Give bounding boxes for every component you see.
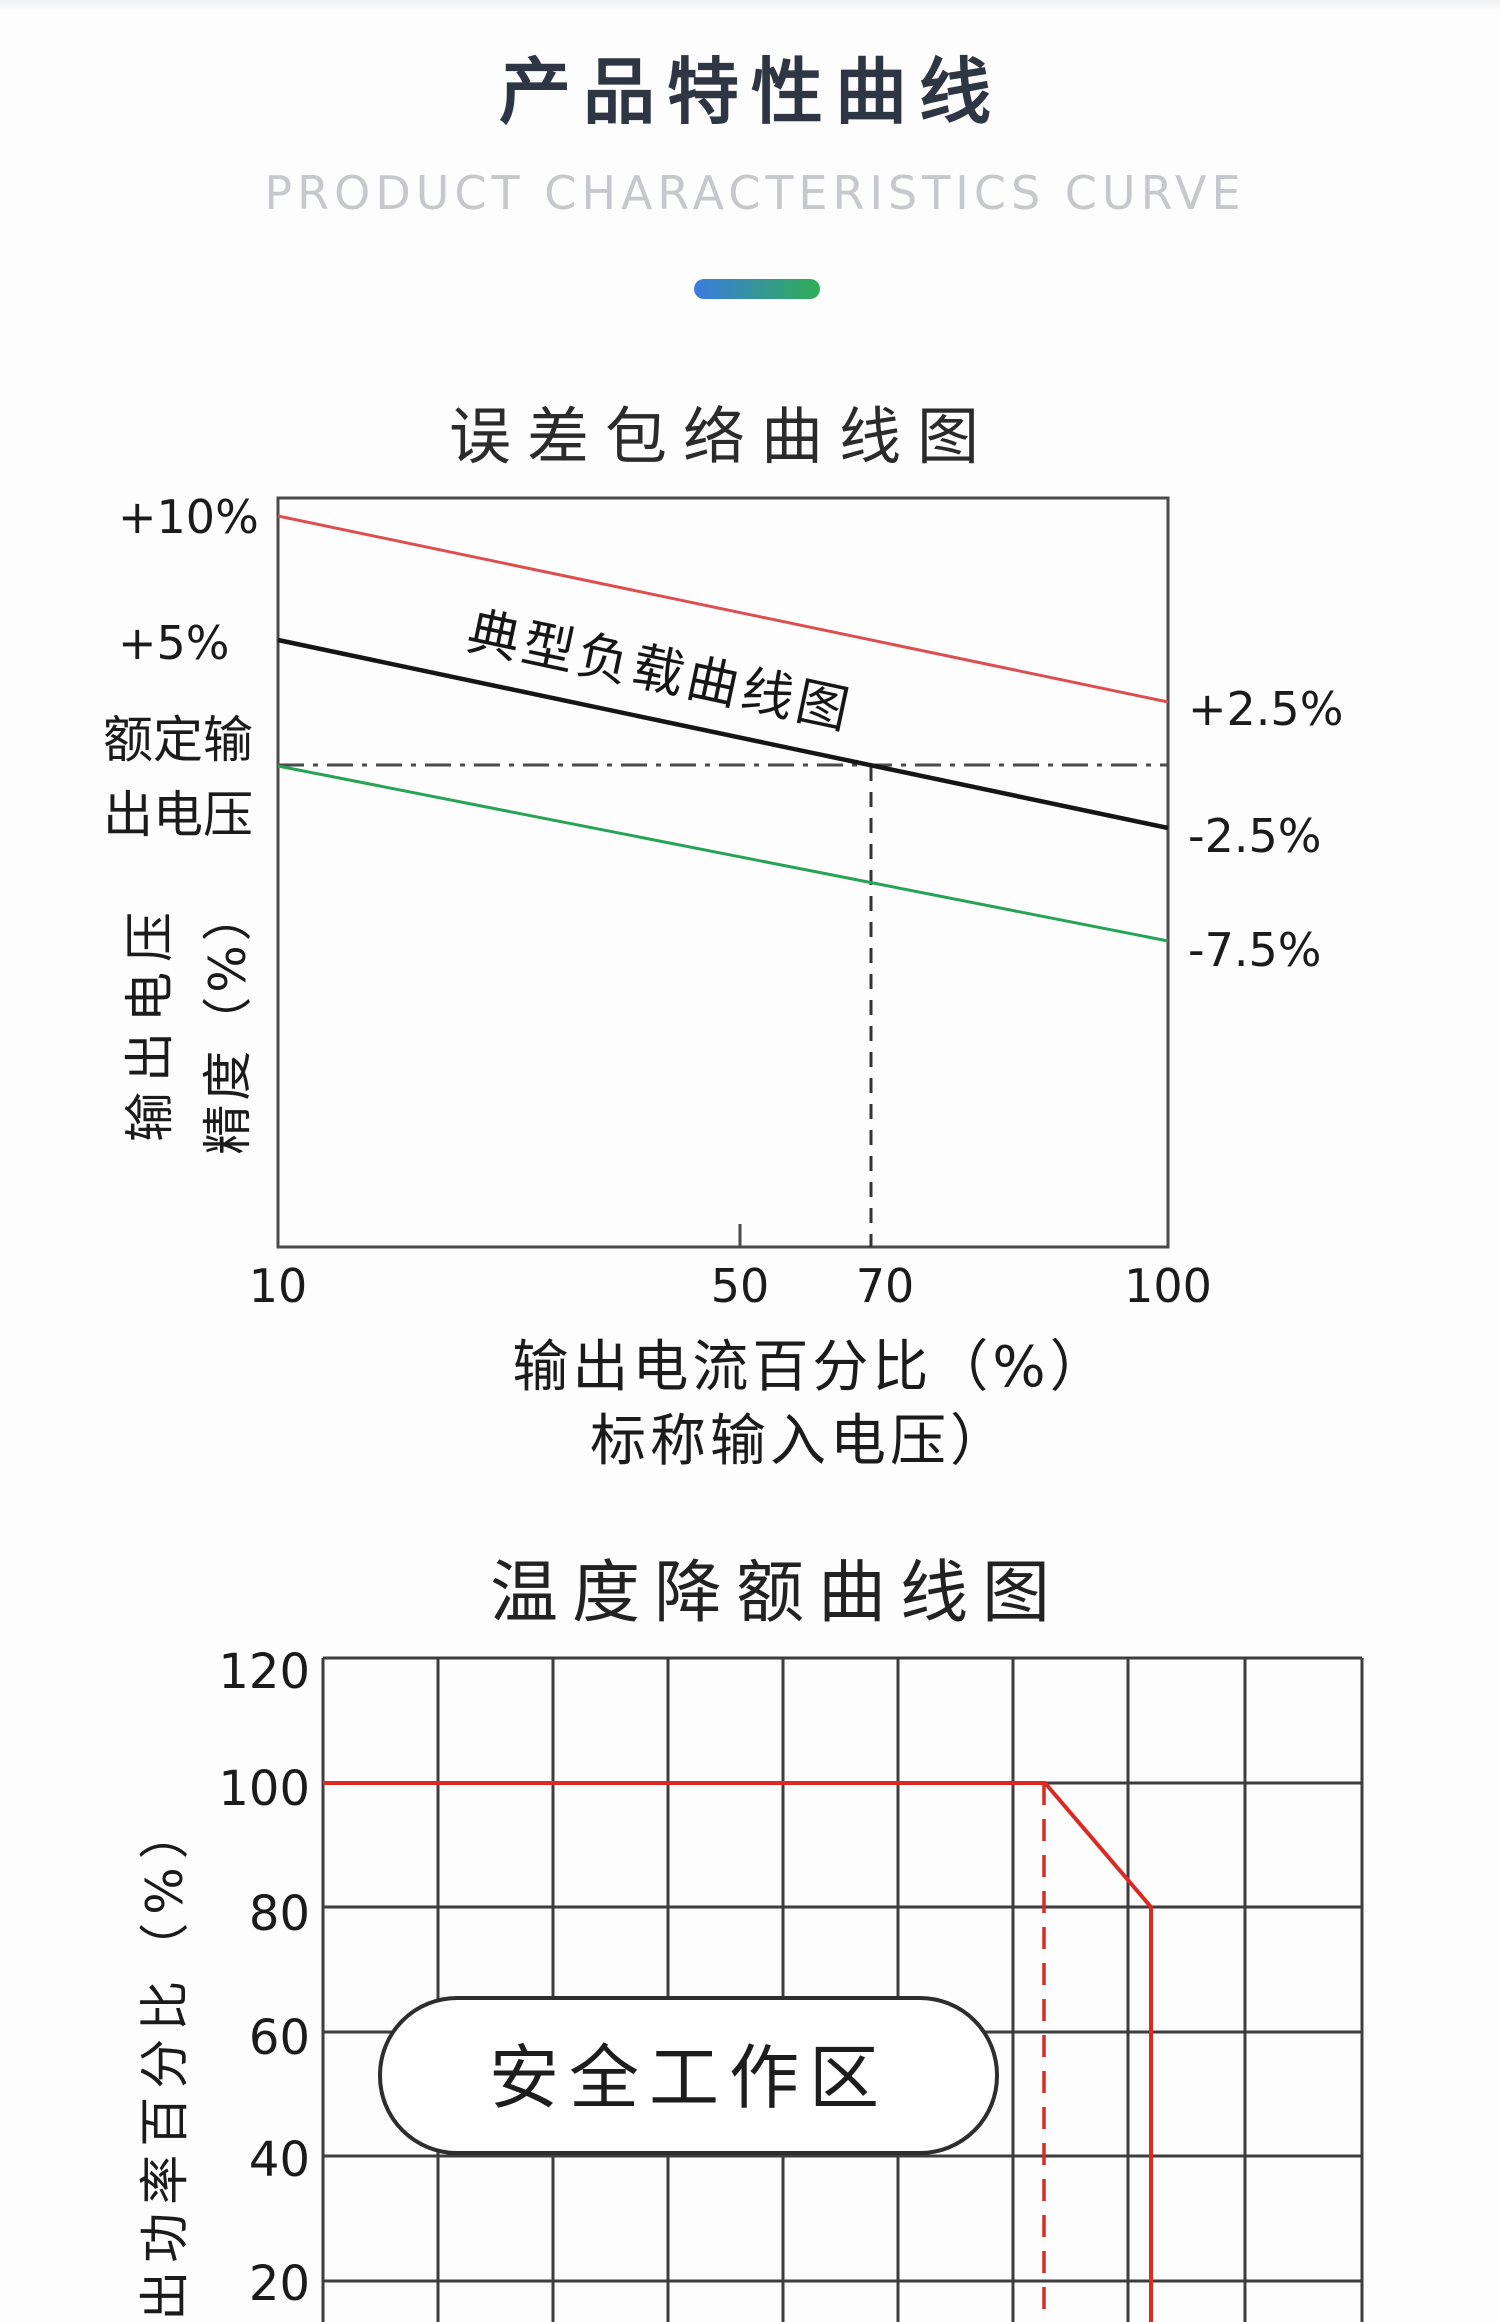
safe-area-box — [378, 1996, 999, 2155]
safe-area-label: 安全工作区 — [489, 2037, 889, 2119]
y-tick-40: 40 — [248, 2132, 310, 2188]
y-left-tick-plus5: +5% — [118, 616, 230, 670]
top-divider-strip — [0, 0, 1500, 10]
x-tick-70: 70 — [855, 1259, 915, 1313]
chart1-y-axis-label-line1: 输出电压 — [121, 902, 179, 1142]
y-right-tick-minus2.5: -2.5% — [1188, 809, 1322, 863]
chart1-x-axis-label-line2: 标称输入电压） — [590, 1409, 1010, 1474]
rated-voltage-label-line1: 额定输 — [103, 711, 253, 769]
rated-voltage-label-line2: 出电压 — [103, 786, 253, 844]
chart2-y-axis-label: 输出功率百分比（%） — [136, 1801, 194, 2322]
x-tick-100: 100 — [1124, 1259, 1212, 1313]
derating-curve-red-line — [323, 1781, 1153, 2322]
lower-envelope-green-line — [277, 764, 1169, 943]
y-tick-120: 120 — [218, 1644, 310, 1700]
error-envelope-plot — [276, 496, 1170, 1249]
plot-border — [276, 496, 1170, 1249]
chart1-title: 误差包络曲线图 — [448, 400, 996, 473]
y-tick-80: 80 — [248, 1886, 310, 1942]
y-tick-60: 60 — [248, 2010, 310, 2066]
upper-envelope-red-line — [277, 514, 1169, 704]
y-right-tick-plus2.5: +2.5% — [1188, 682, 1344, 736]
page-subtitle: PRODUCT CHARACTERISTICS CURVE — [264, 166, 1246, 220]
y-tick-20: 20 — [248, 2256, 310, 2312]
derating-grid — [321, 1656, 1364, 2322]
y-right-tick-minus7.5: -7.5% — [1188, 923, 1322, 977]
y-left-tick-plus10: +10% — [118, 490, 259, 544]
x-tick-50: 50 — [710, 1259, 770, 1313]
x-tick-10: 10 — [248, 1259, 308, 1313]
chart1-x-axis-label-line1: 输出电流百分比（%） — [512, 1335, 1110, 1400]
chart1-y-axis-label-line2: 精度（%） — [199, 887, 257, 1155]
gradient-divider — [694, 279, 820, 299]
typical-load-black-line — [277, 637, 1169, 831]
y-tick-100: 100 — [218, 1761, 310, 1817]
derating-plot — [321, 1656, 1364, 2322]
chart2-title: 温度降额曲线图 — [489, 1554, 1065, 1633]
page-title: 产品特性曲线 — [498, 50, 1004, 134]
